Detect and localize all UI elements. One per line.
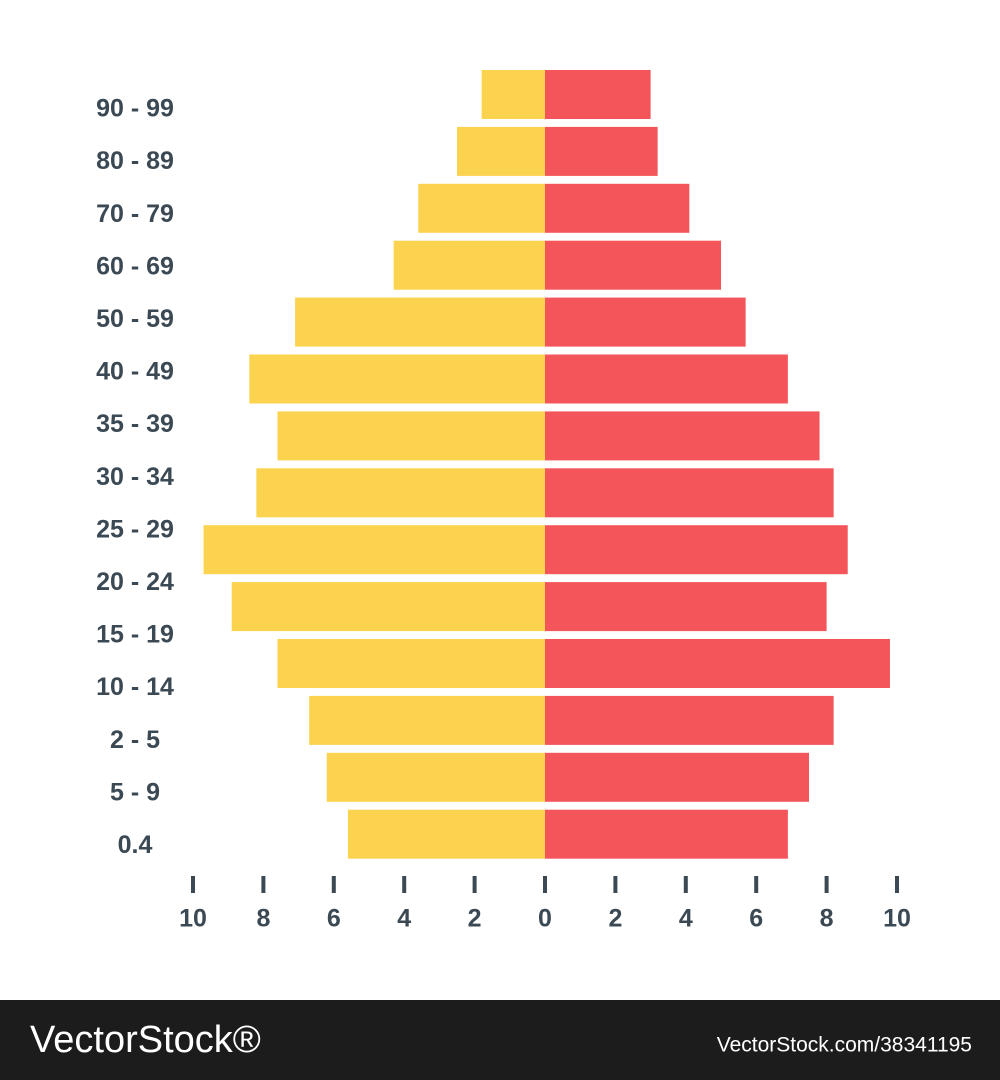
right-bar bbox=[545, 70, 651, 119]
x-tick-label: 4 bbox=[397, 905, 411, 933]
category-label: 30 - 34 bbox=[96, 463, 174, 491]
x-tick-label: 10 bbox=[179, 905, 207, 933]
category-label: 20 - 24 bbox=[96, 568, 174, 596]
x-tick-label: 0 bbox=[538, 905, 552, 933]
right-bar bbox=[545, 183, 690, 233]
left-bar bbox=[231, 582, 545, 632]
left-bar bbox=[393, 240, 545, 290]
category-label: 90 - 99 bbox=[96, 95, 174, 123]
left-bar bbox=[203, 525, 545, 575]
right-bar bbox=[545, 695, 834, 745]
left-bar bbox=[256, 468, 545, 518]
left-bar bbox=[249, 354, 545, 404]
watermark-id: VectorStock.com/38341195 bbox=[717, 1034, 972, 1057]
left-bar bbox=[309, 695, 545, 745]
right-bar bbox=[545, 468, 834, 518]
x-tick-label: 6 bbox=[327, 905, 341, 933]
x-tick-label: 2 bbox=[608, 905, 622, 933]
category-label: 70 - 79 bbox=[96, 200, 174, 228]
category-label: 5 - 9 bbox=[110, 778, 160, 806]
left-bar bbox=[347, 809, 545, 859]
right-bar bbox=[545, 240, 721, 290]
x-tick-label: 2 bbox=[468, 905, 482, 933]
left-bar bbox=[326, 752, 545, 802]
left-bar bbox=[418, 183, 545, 233]
category-label: 2 - 5 bbox=[110, 726, 160, 754]
left-bar bbox=[295, 297, 545, 347]
right-bar bbox=[545, 354, 788, 404]
footer-band bbox=[0, 1000, 1000, 1080]
x-tick-label: 4 bbox=[679, 905, 693, 933]
category-label: 15 - 19 bbox=[96, 621, 174, 649]
x-tick-label: 8 bbox=[256, 905, 270, 933]
watermark-brand: VectorStock® bbox=[30, 1019, 261, 1061]
category-label: 25 - 29 bbox=[96, 515, 174, 543]
right-bar bbox=[545, 297, 746, 347]
right-bar bbox=[545, 525, 848, 575]
right-bar bbox=[545, 582, 827, 632]
category-label: 50 - 59 bbox=[96, 305, 174, 333]
x-tick-label: 10 bbox=[883, 905, 911, 933]
category-label: 40 - 49 bbox=[96, 358, 174, 386]
category-label: 0.4 bbox=[118, 831, 153, 859]
x-tick-label: 8 bbox=[820, 905, 834, 933]
category-label: 35 - 39 bbox=[96, 410, 174, 438]
right-bar bbox=[545, 752, 809, 802]
category-label: 60 - 69 bbox=[96, 252, 174, 280]
category-label: 10 - 14 bbox=[96, 673, 174, 701]
right-bar bbox=[545, 126, 658, 176]
left-bar bbox=[457, 126, 545, 176]
left-bar bbox=[277, 411, 545, 461]
right-bar bbox=[545, 809, 788, 859]
right-bar bbox=[545, 411, 820, 461]
x-tick-label: 6 bbox=[749, 905, 763, 933]
category-label: 80 - 89 bbox=[96, 147, 174, 175]
left-bar bbox=[481, 70, 545, 119]
left-bar bbox=[277, 639, 545, 688]
right-bar bbox=[545, 639, 890, 688]
